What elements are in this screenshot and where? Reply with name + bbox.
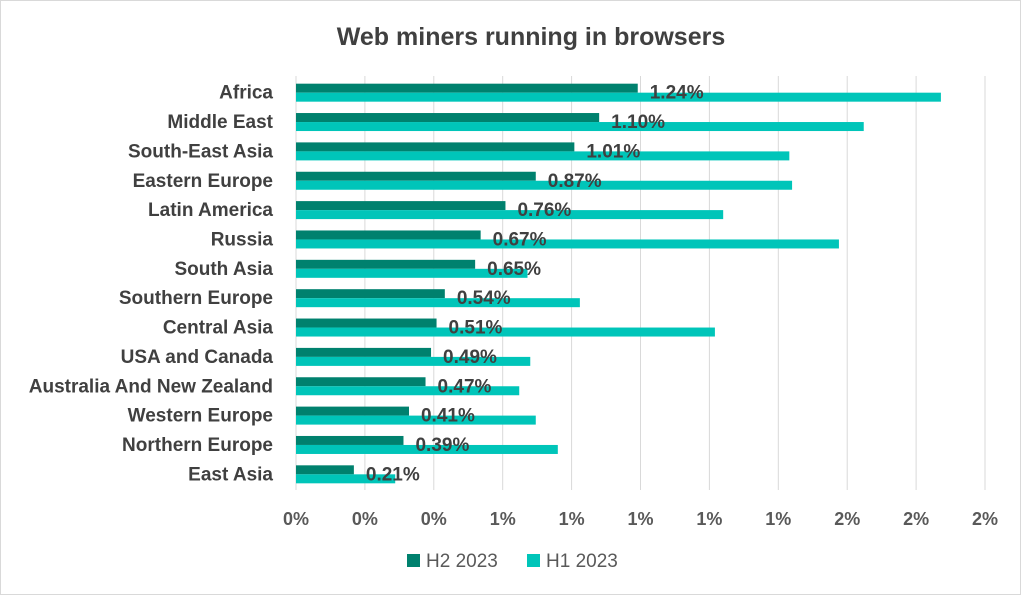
- x-tick-label: 0%: [421, 509, 447, 529]
- data-label: 0.51%: [449, 318, 503, 339]
- data-label: 0.49%: [443, 347, 497, 368]
- category-label: South Asia: [174, 259, 273, 280]
- bar-h1-2023: [296, 239, 839, 249]
- bar-h1-2023: [296, 356, 531, 366]
- x-tick-label: 2%: [972, 509, 998, 529]
- legend-label: H1 2023: [546, 551, 618, 572]
- data-label: 0.21%: [366, 464, 420, 485]
- bar-h2-2023: [296, 377, 426, 387]
- category-labels: Africa Middle East South-East Asia Eastern …: [29, 83, 274, 486]
- data-label: 0.65%: [487, 259, 541, 280]
- data-label: 0.67%: [493, 229, 547, 250]
- chart-title: Web miners running in browsers: [337, 23, 726, 51]
- x-tick-label: 0%: [352, 509, 378, 529]
- x-axis-tick-labels: 0% 0% 0% 1% 1% 1% 1% 1% 2% 2% 2%: [283, 509, 998, 529]
- bar-h2-2023: [296, 465, 354, 475]
- bar-h2-2023: [296, 142, 575, 152]
- category-label: Western Europe: [128, 406, 273, 427]
- bar-h1-2023: [296, 268, 528, 278]
- bar-h2-2023: [296, 406, 409, 416]
- category-label: East Asia: [188, 464, 273, 485]
- bar-h1-2023: [296, 180, 793, 190]
- bar-h2-2023: [296, 201, 506, 211]
- x-tick-label: 2%: [834, 509, 860, 529]
- data-label: 1.24%: [650, 83, 704, 104]
- bar-h2-2023: [296, 289, 445, 299]
- bar-h2-2023: [296, 171, 536, 181]
- legend-label: H2 2023: [426, 551, 498, 572]
- data-label: 0.87%: [548, 171, 602, 192]
- bar-h1-2023: [296, 327, 715, 337]
- x-tick-label: 0%: [283, 509, 309, 529]
- bar-h1-2023: [296, 386, 520, 396]
- data-label: 1.01%: [586, 141, 640, 162]
- data-label: 1.10%: [611, 112, 665, 133]
- data-labels: 1.24% 1.10% 1.01% 0.87% 0.76% 0.67% 0.65% 0.54%…: [366, 83, 704, 486]
- legend-swatch: [407, 554, 420, 567]
- category-label: Latin America: [148, 200, 273, 221]
- data-label: 0.47%: [438, 376, 492, 397]
- bar-h2-2023: [296, 230, 481, 240]
- legend-item-h2-2023: H2 2023: [407, 551, 498, 572]
- category-label: South-East Asia: [128, 141, 273, 162]
- category-label: USA and Canada: [121, 347, 274, 368]
- bar-h1-2023: [296, 415, 536, 425]
- category-label: Africa: [219, 83, 273, 104]
- x-tick-label: 1%: [696, 509, 722, 529]
- bar-h2-2023: [296, 318, 437, 328]
- data-label: 0.41%: [421, 406, 475, 427]
- x-tick-label: 1%: [627, 509, 653, 529]
- category-label: Australia And New Zealand: [29, 376, 273, 397]
- bar-h1-2023: [296, 210, 724, 220]
- data-label: 0.39%: [415, 435, 469, 456]
- bar-h2-2023: [296, 435, 404, 445]
- x-tick-label: 1%: [490, 509, 516, 529]
- bar-h1-2023: [296, 92, 941, 102]
- data-label: 0.76%: [517, 200, 571, 221]
- legend-swatch: [527, 554, 540, 567]
- bar-h2-2023: [296, 83, 638, 93]
- grid-lines: [295, 76, 986, 490]
- category-label: Central Asia: [163, 318, 274, 339]
- category-label: Northern Europe: [122, 435, 273, 456]
- bar-h2-2023: [296, 347, 432, 357]
- data-label: 0.54%: [457, 288, 511, 309]
- bar-h1-2023: [296, 298, 580, 308]
- legend-item-h1-2023: H1 2023: [527, 551, 618, 572]
- category-label: Middle East: [167, 112, 273, 133]
- category-label: Russia: [211, 229, 274, 250]
- bar-h1-2023: [296, 474, 396, 484]
- bars: [296, 83, 941, 484]
- category-label: Southern Europe: [119, 288, 273, 309]
- x-tick-label: 2%: [903, 509, 929, 529]
- legend: H2 2023 H1 2023: [407, 551, 618, 572]
- bar-h1-2023: [296, 122, 864, 132]
- bar-h2-2023: [296, 113, 600, 123]
- bar-h1-2023: [296, 151, 790, 161]
- bar-h1-2023: [296, 444, 558, 454]
- x-tick-label: 1%: [559, 509, 585, 529]
- bar-h2-2023: [296, 259, 476, 269]
- category-label: Eastern Europe: [133, 171, 273, 192]
- x-tick-label: 1%: [765, 509, 791, 529]
